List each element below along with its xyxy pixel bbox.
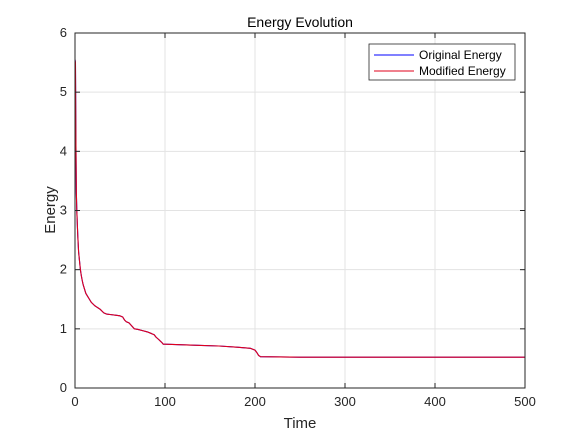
legend: Original Energy Modified Energy — [368, 43, 516, 81]
x-tick-label: 100 — [154, 394, 176, 409]
x-tick-label: 400 — [424, 394, 446, 409]
x-tick-label: 0 — [71, 394, 78, 409]
y-axis-label: Energy — [42, 186, 59, 234]
y-tick-label: 5 — [60, 84, 67, 99]
y-tick-label: 0 — [60, 380, 67, 395]
x-tick-label: 200 — [244, 394, 266, 409]
y-tick-label: 4 — [60, 143, 67, 158]
y-tick-label: 6 — [60, 25, 67, 40]
x-tick-label: 500 — [514, 394, 536, 409]
legend-box — [368, 43, 516, 81]
x-tick-label: 300 — [334, 394, 356, 409]
chart-title: Energy Evolution — [247, 14, 353, 30]
series-line-modified-energy — [74, 59, 525, 358]
legend-label: Original Energy — [419, 48, 502, 62]
y-tick-label: 1 — [60, 321, 67, 336]
series-layer — [74, 59, 525, 358]
x-axis-label: Time — [284, 415, 317, 432]
ticks: 0 100 200 300 400 500 0 1 2 3 4 5 6 — [60, 25, 536, 409]
y-tick-label: 2 — [60, 262, 67, 277]
legend-label: Modified Energy — [419, 64, 506, 78]
y-tick-label: 3 — [60, 203, 67, 218]
